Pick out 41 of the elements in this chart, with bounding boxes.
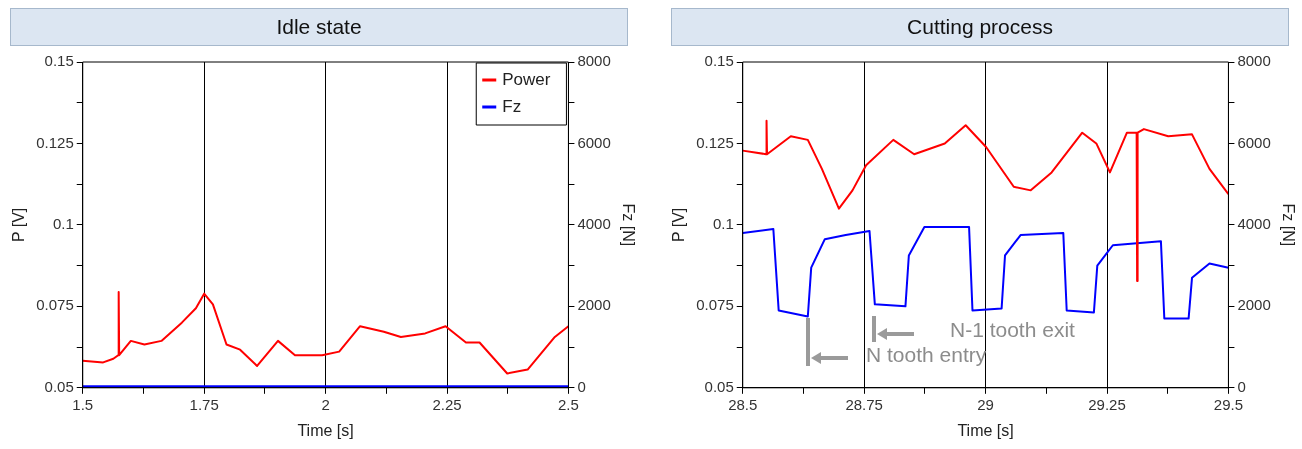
y2-tick-label: 6000 [577, 133, 611, 151]
y2-tick-label: 8000 [1237, 52, 1271, 70]
y2-axis-title: Fz [N] [1279, 203, 1297, 247]
y-tick-label: 0.1 [52, 215, 74, 233]
y2-tick-label: 0 [577, 377, 586, 395]
x-tick-label: 1.5 [72, 395, 94, 413]
x-tick-label: 2.25 [432, 395, 462, 413]
legend-label: Power [502, 69, 551, 89]
y2-tick-label: 4000 [1237, 215, 1271, 233]
x-axis-title: Time [s] [297, 421, 354, 439]
y2-axis-title: Fz [N] [619, 203, 637, 247]
annotation: N-1 tooth exit [950, 318, 1075, 342]
x-tick-label: 29.5 [1213, 395, 1244, 413]
chart-title: Cutting process [671, 8, 1289, 46]
y-axis-title: P [V] [670, 207, 688, 243]
y-tick-label: 0.15 [704, 52, 734, 70]
y2-tick-label: 2000 [1237, 296, 1271, 314]
y-tick-label: 0.05 [44, 377, 74, 395]
y2-tick-label: 8000 [577, 52, 611, 70]
legend-label: Fz [502, 96, 522, 116]
x-tick-label: 29 [977, 395, 994, 413]
x-tick-label: 1.75 [189, 395, 219, 413]
y2-tick-label: 6000 [1237, 133, 1271, 151]
y-tick-label: 0.1 [712, 215, 734, 233]
x-tick-label: 2.5 [558, 395, 579, 413]
y-tick-label: 0.15 [44, 52, 74, 70]
chart-title: Idle state [10, 8, 628, 46]
x-tick-label: 2 [321, 395, 330, 413]
y-tick-label: 0.125 [36, 133, 74, 151]
y2-tick-label: 2000 [577, 296, 611, 314]
y2-tick-label: 0 [1237, 377, 1246, 395]
y-tick-label: 0.125 [696, 133, 734, 151]
x-tick-label: 28.75 [845, 395, 883, 413]
x-tick-label: 28.5 [728, 395, 758, 413]
y-axis-title: P [V] [10, 207, 28, 243]
y-tick-label: 0.05 [704, 377, 734, 395]
y2-tick-label: 4000 [577, 215, 611, 233]
y-tick-label: 0.075 [696, 296, 734, 314]
y-tick-label: 0.075 [36, 296, 74, 314]
x-tick-label: 29.25 [1088, 395, 1126, 413]
x-axis-title: Time [s] [957, 421, 1014, 439]
